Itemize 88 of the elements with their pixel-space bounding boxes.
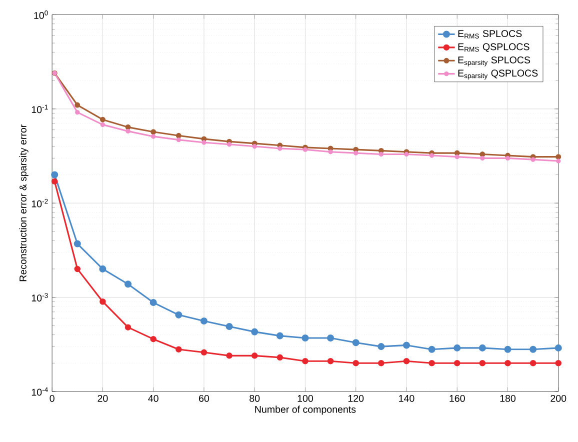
legend-label: E$_{RMS}$ SPLOCS (458, 30, 522, 39)
point (505, 156, 510, 161)
point (480, 156, 485, 161)
point (555, 360, 562, 367)
point (252, 144, 257, 149)
y-tick-label: 10$^{0}$ (34, 10, 48, 20)
point (530, 157, 536, 162)
x-axis-title: Number of components (255, 406, 356, 415)
point (176, 138, 182, 142)
point (251, 352, 258, 360)
point (251, 328, 258, 336)
point (200, 318, 208, 325)
point (328, 150, 333, 154)
point (352, 339, 360, 346)
point (302, 358, 308, 365)
point (302, 334, 309, 342)
point (51, 178, 58, 185)
legend-label: E$_{sparsity}$ SPLOCS (458, 56, 530, 67)
point (554, 344, 562, 352)
x-tick-label: 160 (450, 395, 465, 402)
point (327, 358, 334, 365)
point (556, 158, 561, 164)
point (124, 280, 132, 288)
point (378, 152, 384, 157)
point (150, 299, 157, 306)
point (428, 360, 435, 367)
point (428, 346, 436, 354)
x-tick-label: 60 (199, 395, 210, 402)
point (74, 102, 80, 108)
point (176, 346, 182, 353)
point (530, 346, 537, 354)
point (478, 344, 486, 352)
point (150, 134, 156, 140)
point (200, 350, 208, 356)
point (150, 336, 156, 342)
point (378, 343, 385, 350)
point (75, 110, 80, 115)
x-tick-label: 20 (98, 395, 108, 402)
point (454, 154, 460, 160)
y-axis-title: Reconstruction error & sparsity error (19, 124, 28, 282)
x-tick-label: 0 (50, 395, 54, 402)
x-tick-label: 200 (550, 395, 566, 402)
point (278, 146, 282, 152)
point (354, 150, 358, 156)
point (454, 344, 461, 352)
point (302, 147, 308, 152)
legend-label: E$_{RMS}$ QSPLOCS (458, 44, 530, 52)
point (276, 332, 284, 340)
point (556, 154, 562, 160)
point (74, 240, 81, 248)
point (202, 140, 206, 146)
point (51, 171, 58, 179)
point (124, 324, 132, 331)
point (175, 312, 182, 319)
point (504, 346, 512, 354)
point (404, 152, 409, 157)
point (479, 360, 486, 367)
x-tick-label: 180 (500, 395, 516, 402)
y-tick-label: 10$^{-1}$ (32, 104, 48, 114)
y-tick-label: 10$^{-3}$ (32, 293, 48, 302)
point (378, 360, 384, 367)
point (150, 129, 156, 135)
point (226, 142, 232, 147)
y-tick-label: 10$^{-2}$ (32, 199, 48, 208)
legend-label: E$_{sparsity}$ QSPLOCS (458, 70, 538, 80)
point (100, 122, 106, 128)
x-tick-label: 140 (399, 395, 414, 402)
point (100, 298, 106, 305)
point (100, 117, 106, 123)
point (352, 360, 359, 367)
point (403, 358, 410, 365)
point (99, 266, 106, 273)
point (226, 323, 233, 330)
point (226, 352, 232, 360)
point (454, 360, 460, 367)
point (327, 334, 334, 342)
point (530, 360, 536, 367)
point (276, 354, 284, 361)
point (429, 153, 434, 158)
y-tick-label: 10$^{-4}$ (32, 388, 48, 396)
x-tick-label: 100 (298, 395, 313, 402)
x-tick-label: 120 (348, 395, 364, 402)
x-tick-label: 40 (148, 395, 158, 402)
point (74, 266, 81, 272)
point (504, 360, 511, 367)
point (402, 342, 410, 349)
x-tick-label: 80 (250, 395, 260, 402)
point (126, 129, 130, 134)
